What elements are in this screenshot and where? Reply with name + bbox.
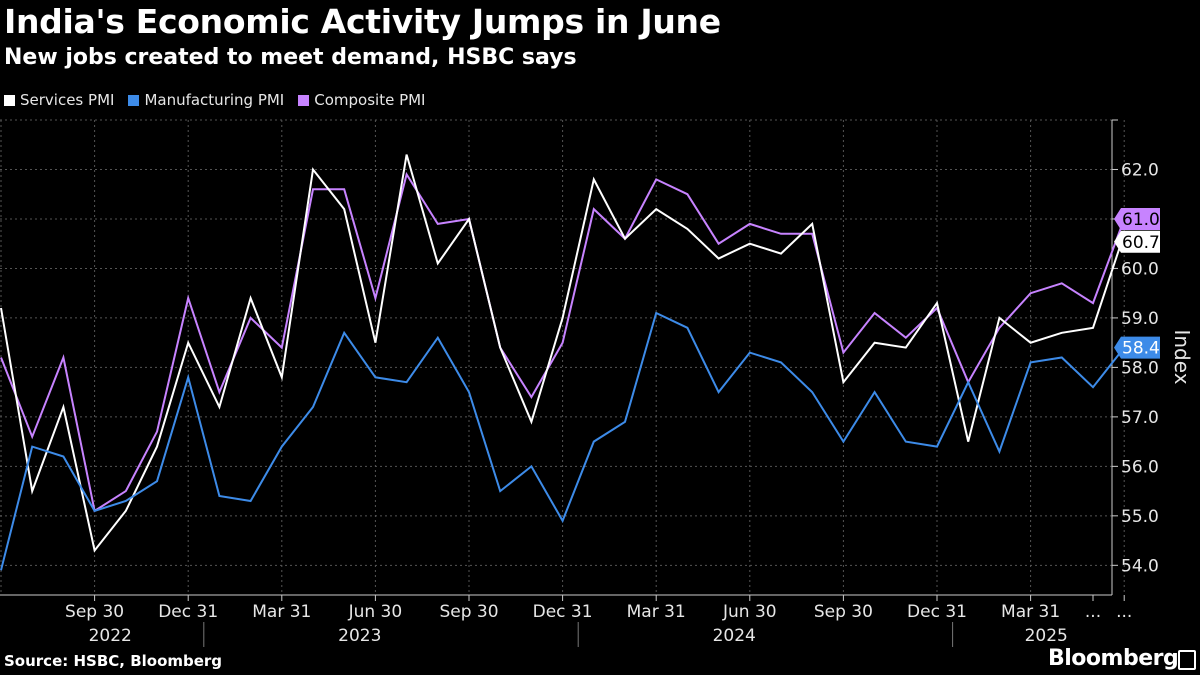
x-tick-label: Mar 31	[252, 602, 311, 622]
x-tick-label: Dec 31	[533, 602, 593, 622]
bloomberg-logo: Bloomberg	[1048, 646, 1179, 671]
x-tick-label: ...	[1116, 602, 1132, 622]
y-axis-title: Index	[1170, 329, 1194, 384]
chart-subtitle: New jobs created to meet demand, HSBC sa…	[4, 45, 577, 70]
legend-label-composite: Composite PMI	[314, 91, 426, 109]
legend-label-services: Services PMI	[20, 91, 115, 109]
x-tick-label: ...	[1085, 602, 1101, 622]
y-tick-label: 60.0	[1121, 259, 1159, 279]
legend-item-manufacturing[interactable]: Manufacturing PMI	[128, 91, 284, 109]
x-tick-label: Jun 30	[722, 602, 777, 622]
x-year-label: 2024	[713, 626, 756, 646]
legend-item-services[interactable]: Services PMI	[4, 91, 114, 109]
legend-swatch-composite	[298, 94, 310, 106]
x-tick-label: Jun 30	[348, 602, 403, 622]
y-tick-label: 54.0	[1121, 556, 1159, 576]
legend-swatch-services	[4, 94, 15, 106]
legend-swatch-manufacturing	[128, 94, 140, 106]
y-tick-label: 59.0	[1121, 309, 1159, 329]
end-tag-composite-pmi	[1114, 207, 1160, 230]
end-tag-manufacturing-pmi	[1114, 336, 1160, 359]
end-label-manufacturing-pmi: 58.4	[1122, 339, 1160, 359]
end-tag-services-pmi	[1114, 230, 1160, 253]
x-tick-label: Dec 31	[907, 602, 967, 622]
x-year-label: 2025	[1025, 626, 1068, 646]
y-tick-label: 58.0	[1121, 358, 1159, 378]
series-line-composite-pmi	[0, 171, 1126, 513]
legend-label-manufacturing: Manufacturing PMI	[144, 91, 285, 109]
x-tick-label: Mar 31	[1001, 602, 1060, 622]
chart-icon	[1178, 650, 1196, 670]
series-line-services-pmi	[0, 154, 1126, 553]
x-tick-label: Sep 30	[65, 602, 124, 622]
y-tick-label: 56.0	[1121, 457, 1159, 477]
x-year-label: 2022	[89, 626, 132, 646]
x-tick-label: Sep 30	[814, 602, 873, 622]
legend-item-composite[interactable]: Composite PMI	[298, 91, 425, 109]
y-tick-label: 62.0	[1121, 160, 1159, 180]
x-year-label: 2023	[338, 626, 381, 646]
chart-legend: Services PMI Manufacturing PMI Composite…	[4, 91, 439, 109]
series-line-manufacturing-pmi	[0, 311, 1125, 571]
end-label-services-pmi: 60.7	[1122, 233, 1160, 253]
x-tick-label: Dec 31	[158, 602, 218, 622]
source-note: Source: HSBC, Bloomberg	[4, 652, 223, 670]
y-tick-label: 57.0	[1121, 408, 1159, 428]
end-label-composite-pmi: 61.0	[1122, 210, 1160, 230]
x-tick-label: Mar 31	[627, 602, 686, 622]
y-tick-label: 55.0	[1121, 507, 1159, 527]
x-tick-label: Sep 30	[439, 602, 498, 622]
chart-title: India's Economic Activity Jumps in June	[4, 2, 721, 41]
